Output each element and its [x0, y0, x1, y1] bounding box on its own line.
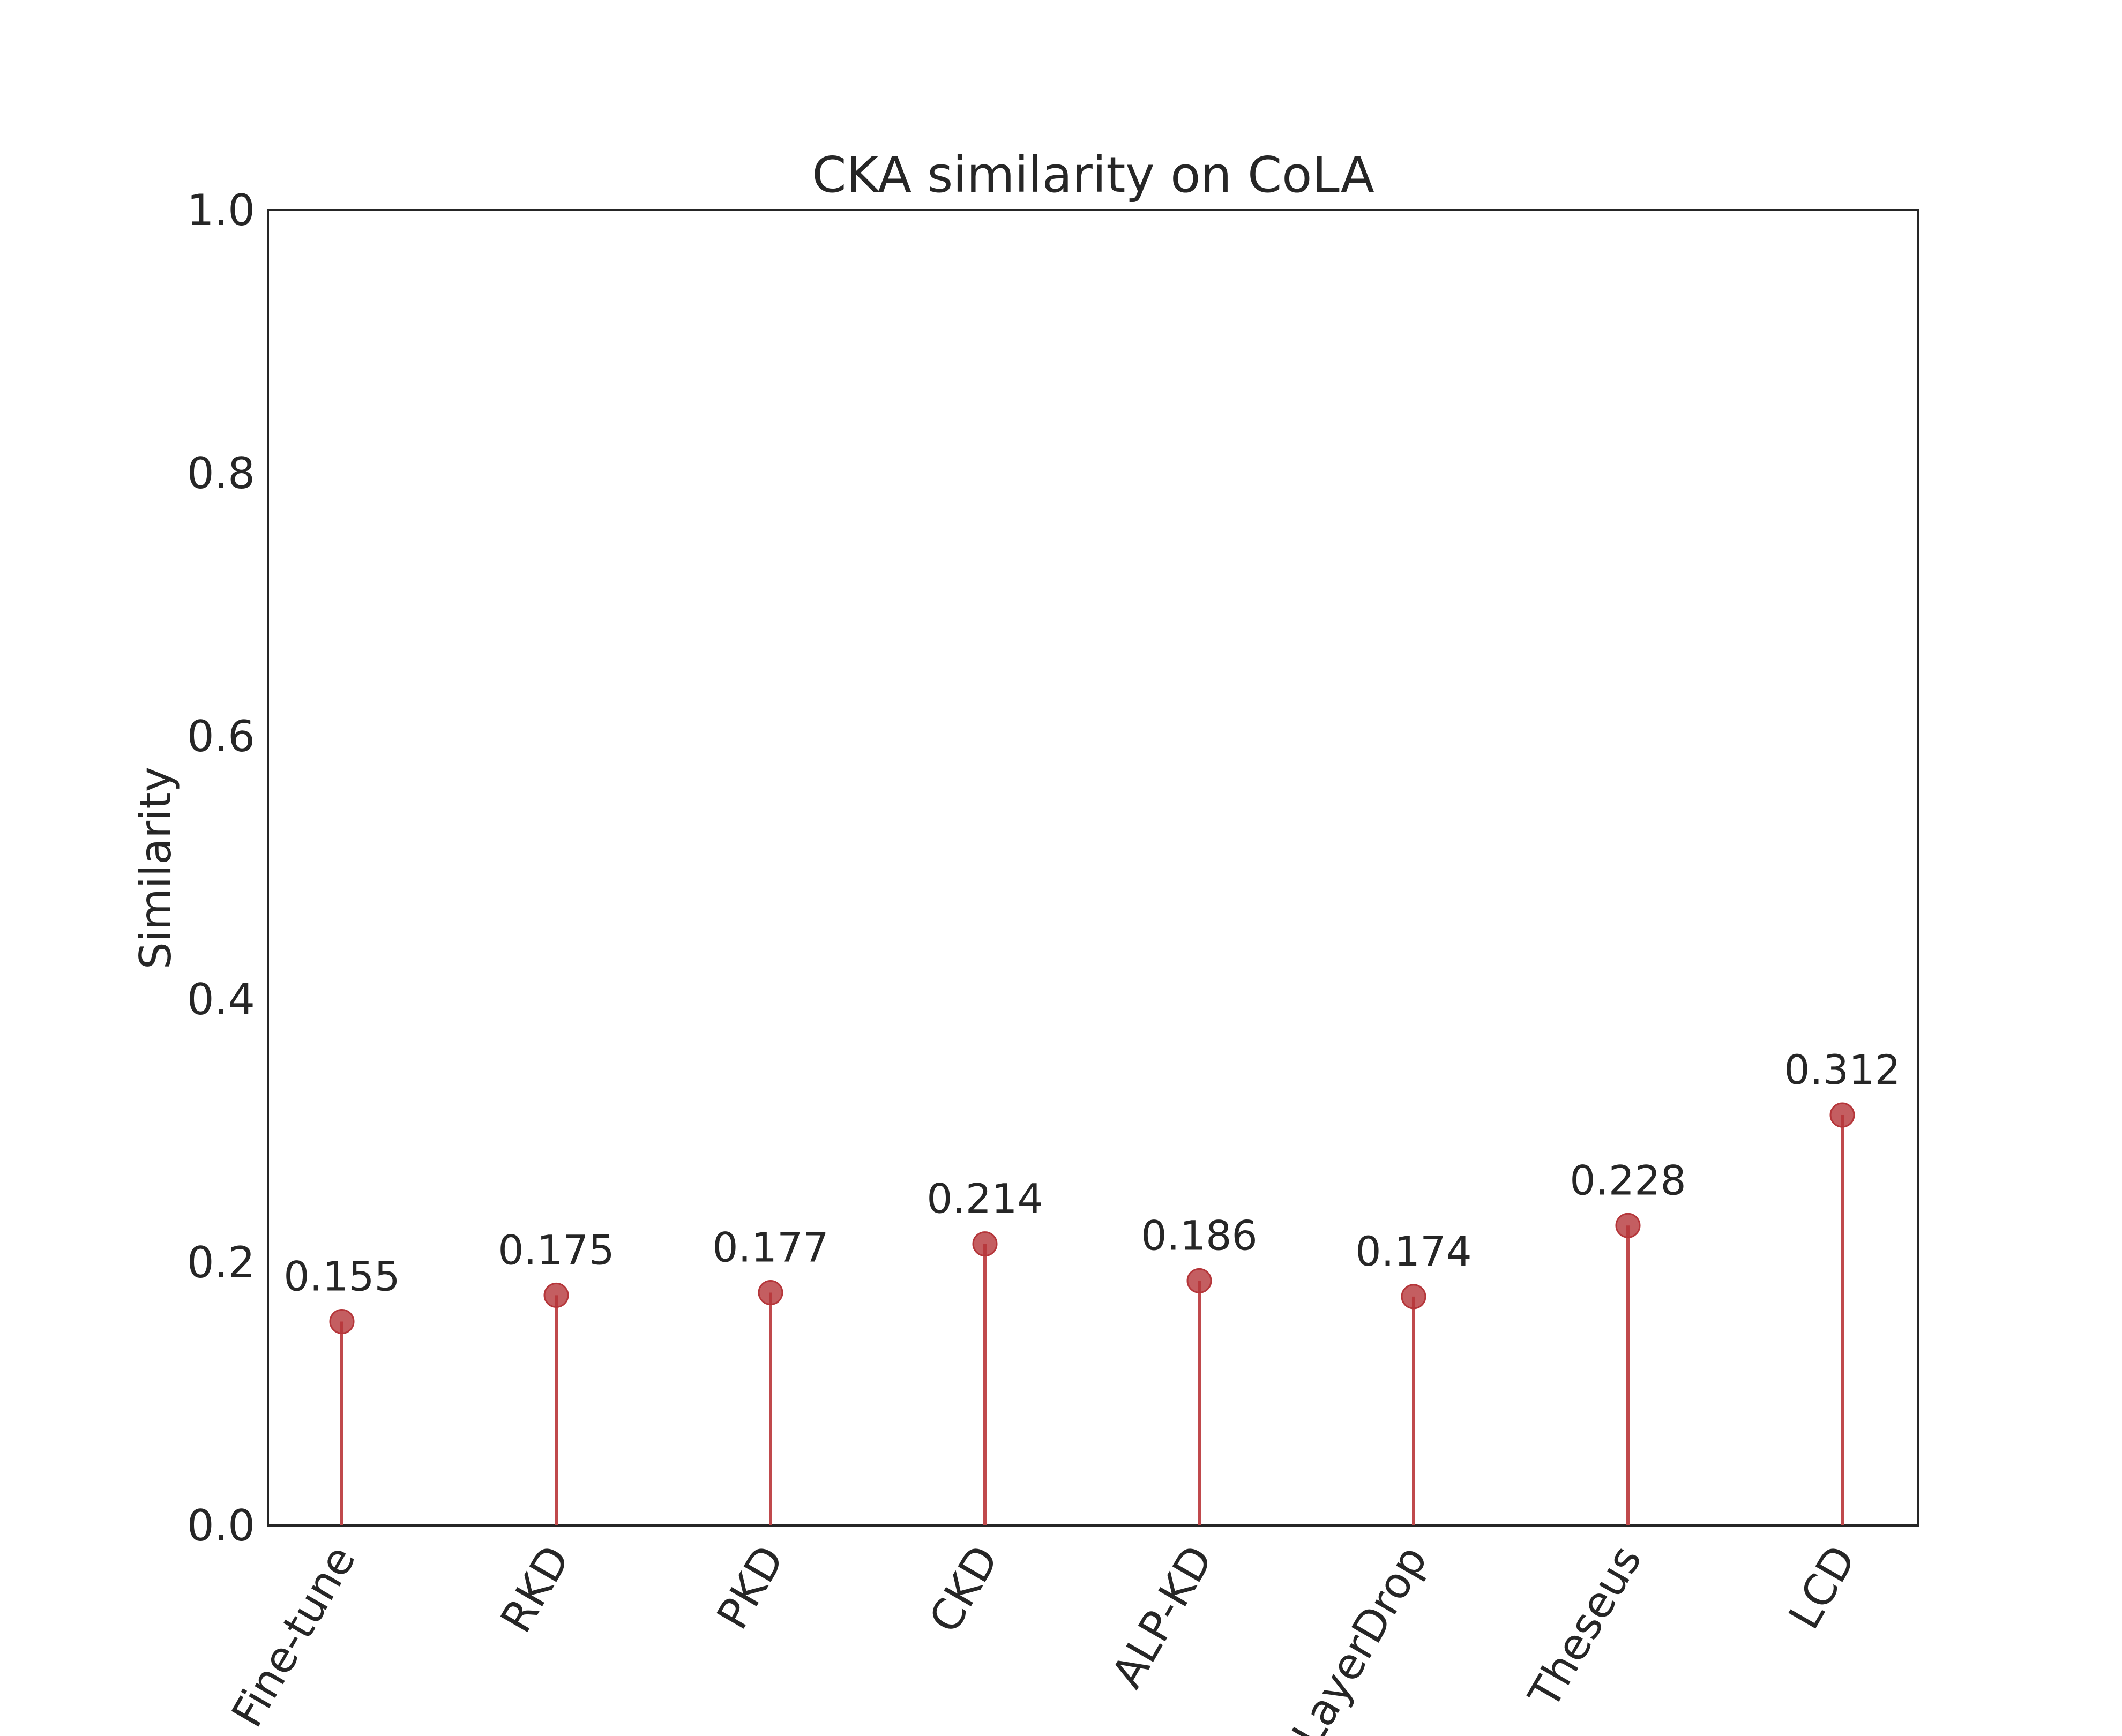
value-label: 0.177 [712, 1223, 829, 1271]
data-point-marker [972, 1231, 998, 1257]
x-tick-label: Theseus [1519, 1537, 1651, 1717]
y-axis-ticks: 0.0 0.2 0.4 0.6 0.8 1.0 [187, 185, 255, 1551]
data-point-marker [1829, 1102, 1855, 1128]
data-point-marker [1401, 1284, 1426, 1310]
data-point-marker [1615, 1213, 1641, 1238]
x-axis-ticks: Fine-tune RKD PKD CKD ALP-KD LayerDrop Theseus… [222, 1537, 1865, 1736]
value-labels: 0.155 0.175 0.177 0.214 0.186 0.174 0.228 0.312 [283, 1046, 1901, 1300]
y-axis-label: Similarity [131, 767, 181, 969]
x-tick-label: Fine-tune [222, 1537, 365, 1735]
lollipop-stems [340, 1115, 1844, 1525]
value-label: 0.174 [1355, 1228, 1472, 1275]
x-tick-label: ALP-KD [1102, 1537, 1223, 1696]
value-label: 0.228 [1570, 1156, 1686, 1204]
data-point-marker [329, 1308, 355, 1334]
x-tick-label: LayerDrop [1282, 1537, 1437, 1736]
value-label: 0.175 [498, 1226, 615, 1274]
data-point-marker [1186, 1268, 1212, 1293]
value-label: 0.186 [1141, 1211, 1258, 1259]
y-tick-label: 0.8 [187, 448, 255, 498]
x-tick-label: RKD [491, 1537, 579, 1641]
value-label: 0.312 [1784, 1046, 1901, 1094]
value-label: 0.214 [926, 1175, 1043, 1223]
plot-area-frame [267, 209, 1919, 1527]
x-tick-label: PKD [707, 1537, 794, 1637]
x-tick-label: LCD [1779, 1537, 1866, 1637]
y-tick-label: 0.4 [187, 975, 255, 1024]
y-tick-label: 0.2 [187, 1238, 255, 1288]
value-label: 0.155 [283, 1252, 400, 1300]
data-point-marker [543, 1282, 569, 1308]
lollipop-markers [329, 1102, 1855, 1334]
y-tick-label: 1.0 [187, 185, 255, 235]
x-tick-label: CKD [920, 1537, 1008, 1641]
data-point-marker [758, 1279, 783, 1305]
chart-title: CKA similarity on CoLA [812, 146, 1374, 204]
y-tick-label: 0.0 [187, 1501, 255, 1551]
y-tick-label: 0.6 [187, 712, 255, 761]
